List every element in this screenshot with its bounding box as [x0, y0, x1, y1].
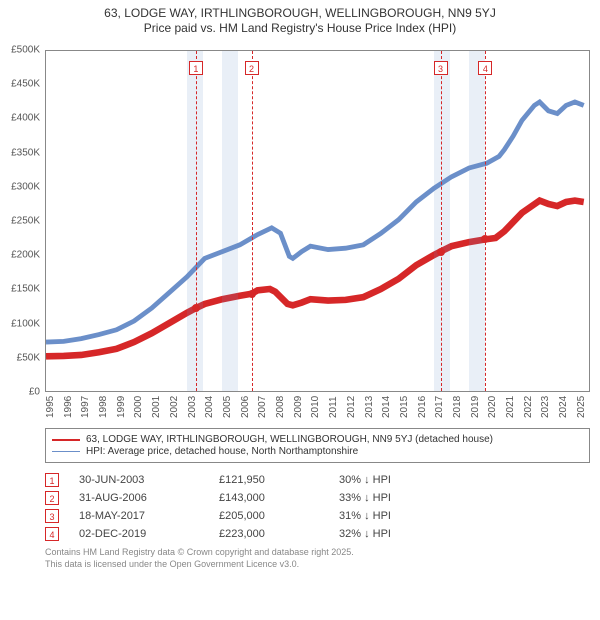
event-row: 2 31-AUG-2006£143,00033% ↓ HPI — [45, 491, 590, 505]
x-tick-label: 2023 — [540, 396, 551, 418]
event-row-marker: 1 — [45, 473, 59, 487]
series-property_line — [46, 201, 584, 357]
chart-area: £0£50K£100K£150K£200K£250K£300K£350K£400… — [45, 40, 590, 420]
event-row-delta: 32% ↓ HPI — [339, 528, 590, 540]
x-tick-label: 2015 — [399, 396, 410, 418]
footnote-line-1: Contains HM Land Registry data © Crown c… — [45, 547, 590, 559]
legend-label: HPI: Average price, detached house, Nort… — [86, 446, 358, 457]
event-row-price: £205,000 — [219, 510, 339, 522]
event-row-date: 18-MAY-2017 — [79, 510, 219, 522]
event-dot — [481, 235, 489, 243]
event-row-price: £143,000 — [219, 492, 339, 504]
x-tick-label: 1997 — [80, 396, 91, 418]
event-row-date: 30-JUN-2003 — [79, 474, 219, 486]
y-tick-label: £450K — [11, 79, 40, 90]
x-tick-label: 2006 — [240, 396, 251, 418]
event-marker-line — [441, 51, 442, 391]
event-row-delta: 33% ↓ HPI — [339, 492, 590, 504]
x-tick-label: 2012 — [346, 396, 357, 418]
x-tick-label: 2019 — [470, 396, 481, 418]
x-tick-label: 2002 — [169, 396, 180, 418]
x-tick-label: 1999 — [116, 396, 127, 418]
event-row-price: £121,950 — [219, 474, 339, 486]
event-marker-line — [252, 51, 253, 391]
x-tick-label: 2011 — [328, 396, 339, 418]
legend-row: 63, LODGE WAY, IRTHLINGBOROUGH, WELLINGB… — [52, 434, 583, 445]
y-tick-label: £250K — [11, 216, 40, 227]
y-tick-label: £50K — [17, 352, 40, 363]
x-tick-label: 2001 — [151, 396, 162, 418]
event-marker-box: 2 — [245, 61, 259, 75]
y-tick-label: £150K — [11, 284, 40, 295]
title-line-2: Price paid vs. HM Land Registry's House … — [0, 21, 600, 35]
x-tick-label: 2003 — [187, 396, 198, 418]
event-row-delta: 31% ↓ HPI — [339, 510, 590, 522]
shaded-band — [469, 51, 485, 391]
x-tick-label: 2018 — [452, 396, 463, 418]
x-tick-label: 2007 — [257, 396, 268, 418]
event-row-date: 02-DEC-2019 — [79, 528, 219, 540]
x-tick-label: 2021 — [505, 396, 516, 418]
x-tick-label: 2000 — [133, 396, 144, 418]
event-marker-box: 3 — [434, 61, 448, 75]
series-svg — [46, 51, 589, 391]
event-dot — [248, 290, 256, 298]
y-tick-label: £0 — [29, 387, 40, 398]
legend: 63, LODGE WAY, IRTHLINGBOROUGH, WELLINGB… — [45, 428, 590, 463]
x-tick-label: 1996 — [63, 396, 74, 418]
x-tick-label: 2013 — [364, 396, 375, 418]
x-tick-label: 2016 — [417, 396, 428, 418]
legend-row: HPI: Average price, detached house, Nort… — [52, 446, 583, 457]
event-row: 1 30-JUN-2003£121,95030% ↓ HPI — [45, 473, 590, 487]
footnote-line-2: This data is licensed under the Open Gov… — [45, 559, 590, 571]
x-tick-label: 2008 — [275, 396, 286, 418]
title-line-1: 63, LODGE WAY, IRTHLINGBOROUGH, WELLINGB… — [0, 6, 600, 20]
x-tick-label: 2009 — [293, 396, 304, 418]
event-marker-box: 4 — [478, 61, 492, 75]
event-dot — [437, 248, 445, 256]
y-tick-label: £200K — [11, 250, 40, 261]
plot-area: 1 2 3 4 — [45, 50, 590, 392]
legend-label: 63, LODGE WAY, IRTHLINGBOROUGH, WELLINGB… — [86, 434, 493, 445]
y-axis: £0£50K£100K£150K£200K£250K£300K£350K£400… — [0, 50, 42, 392]
x-tick-label: 2014 — [381, 396, 392, 418]
shaded-band — [434, 51, 450, 391]
event-row-marker: 4 — [45, 527, 59, 541]
event-row-marker: 3 — [45, 509, 59, 523]
x-tick-label: 2025 — [576, 396, 587, 418]
y-tick-label: £100K — [11, 318, 40, 329]
y-tick-label: £500K — [11, 45, 40, 56]
x-tick-label: 2022 — [523, 396, 534, 418]
event-row-marker: 2 — [45, 491, 59, 505]
x-tick-label: 2004 — [204, 396, 215, 418]
x-tick-label: 2005 — [222, 396, 233, 418]
y-tick-label: £300K — [11, 181, 40, 192]
event-row: 4 02-DEC-2019£223,00032% ↓ HPI — [45, 527, 590, 541]
legend-swatch — [52, 451, 80, 452]
x-tick-label: 2020 — [487, 396, 498, 418]
x-tick-label: 1995 — [45, 396, 56, 418]
event-marker-box: 1 — [189, 61, 203, 75]
x-tick-label: 2017 — [434, 396, 445, 418]
event-row-date: 31-AUG-2006 — [79, 492, 219, 504]
event-row-price: £223,000 — [219, 528, 339, 540]
event-marker-line — [485, 51, 486, 391]
x-axis: 1995 1996 1997 1998 1999 2000 2001 2002 2003 2004… — [45, 392, 590, 420]
series-hpi_line — [46, 102, 584, 342]
events-table: 1 30-JUN-2003£121,95030% ↓ HPI 2 31-AUG-200… — [45, 473, 590, 541]
event-marker-line — [196, 51, 197, 391]
event-row: 3 18-MAY-2017£205,00031% ↓ HPI — [45, 509, 590, 523]
x-tick-label: 2024 — [558, 396, 569, 418]
legend-swatch — [52, 439, 80, 441]
y-tick-label: £350K — [11, 147, 40, 158]
x-tick-label: 2010 — [310, 396, 321, 418]
event-row-delta: 30% ↓ HPI — [339, 474, 590, 486]
footnote: Contains HM Land Registry data © Crown c… — [45, 547, 590, 570]
x-tick-label: 1998 — [98, 396, 109, 418]
chart-title: 63, LODGE WAY, IRTHLINGBOROUGH, WELLINGB… — [0, 0, 600, 35]
event-dot — [192, 304, 200, 312]
y-tick-label: £400K — [11, 113, 40, 124]
shaded-band — [222, 51, 238, 391]
